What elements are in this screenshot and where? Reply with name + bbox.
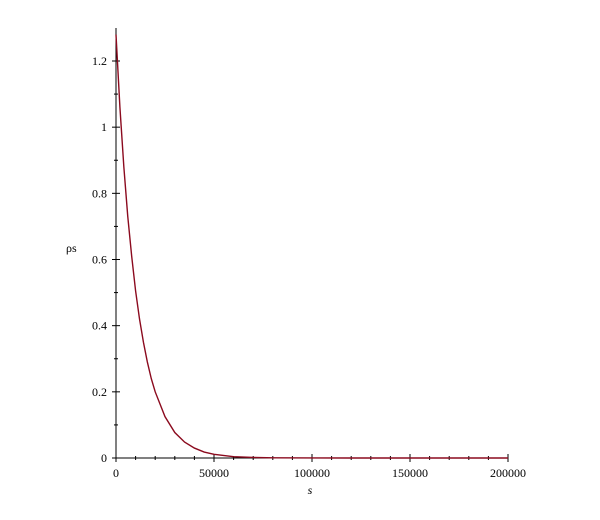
series-line <box>115 34 508 459</box>
y-tick-label: 1 <box>101 120 107 134</box>
x-tick-label: 200000 <box>490 466 526 480</box>
ticks <box>112 60 509 462</box>
x-tick-label: 150000 <box>392 466 428 480</box>
y-tick-label: 0.2 <box>92 385 107 399</box>
y-tick-label: 0 <box>101 451 107 465</box>
y-tick-label: 0.4 <box>92 319 107 333</box>
y-tick-label: 1.2 <box>92 54 107 68</box>
series <box>115 34 508 459</box>
x-tick-label: 0 <box>113 466 119 480</box>
tick-labels: 0 0.2 0.4 0.6 0.8 1 1.2 0 50000 100000 150000 20000… <box>92 54 526 480</box>
y-tick-label: 0.8 <box>92 186 107 200</box>
axes <box>115 28 508 459</box>
y-tick-label: 0.6 <box>92 253 107 267</box>
x-tick-label: 50000 <box>199 466 229 480</box>
x-tick-label: 100000 <box>294 466 330 480</box>
y-axis-label: ρs <box>66 241 77 255</box>
x-axis-label: s <box>308 483 313 497</box>
